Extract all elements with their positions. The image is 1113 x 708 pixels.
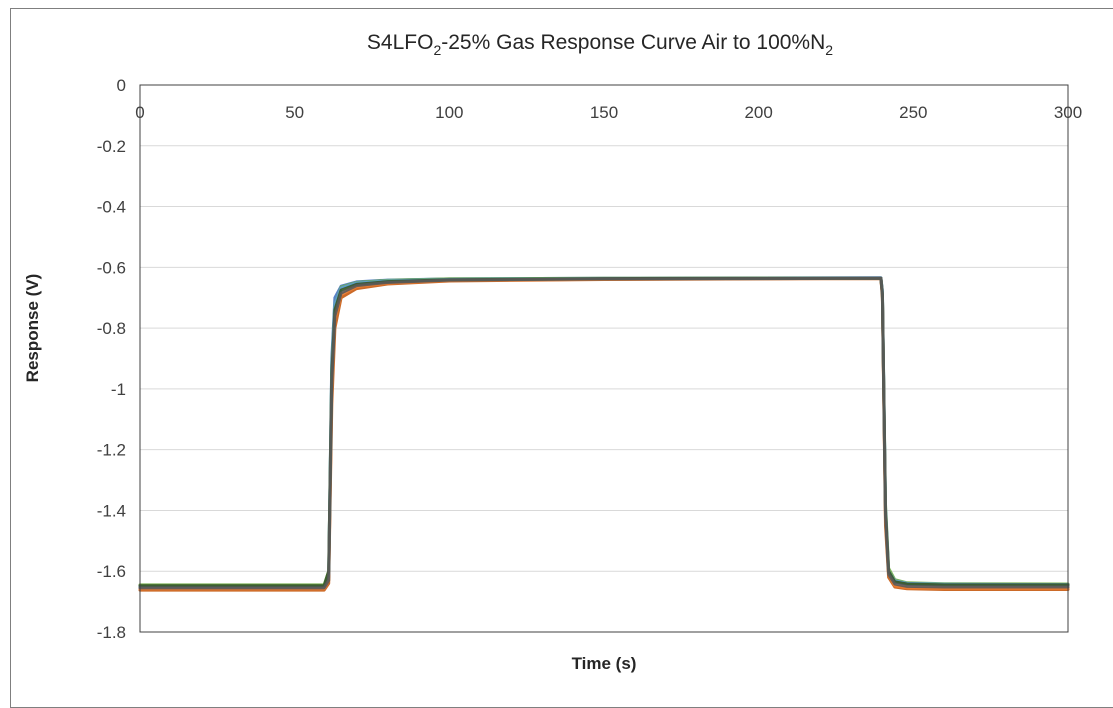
gridlines (140, 145, 1068, 633)
y-tick-label: -0.8 (97, 319, 126, 338)
series-group (138, 276, 1070, 592)
series-line-1 (138, 276, 1070, 589)
series-line-4 (138, 276, 1070, 591)
x-tick-label: 0 (135, 103, 144, 122)
series-line-3 (138, 277, 1070, 592)
x-tick-label: 200 (744, 103, 772, 122)
series-line-2 (138, 276, 1070, 587)
y-tick-label: -1 (111, 380, 126, 399)
x-tick-label: 150 (590, 103, 618, 122)
x-tick-label: 100 (435, 103, 463, 122)
y-tick-label: -0.4 (97, 198, 126, 217)
series-line-5 (138, 276, 1070, 588)
y-tick-label: 0 (117, 76, 126, 95)
chart-title: S4LFO2-25% Gas Response Curve Air to 100… (367, 31, 833, 58)
y-tick-label: -1.6 (97, 562, 126, 581)
x-tick-labels: 0 50 100 150 200 250 300 (135, 103, 1082, 122)
y-tick-label: -1.2 (97, 441, 126, 460)
y-tick-label: -0.6 (97, 258, 126, 277)
y-tick-label: -0.2 (97, 137, 126, 156)
x-tick-label: 50 (285, 103, 304, 122)
x-tick-label: 300 (1054, 103, 1082, 122)
plot-area-border (139, 84, 1069, 633)
x-axis-title: Time (s) (572, 654, 637, 673)
response-curve-chart: 0 50 100 150 200 250 300 0 -0.2 -0.4 -0.6 -0.8 -1 -1… (23, 31, 1082, 673)
y-tick-label: -1.8 (97, 623, 126, 642)
y-axis-title: Response (V) (23, 274, 42, 383)
series-line-6 (138, 276, 1070, 588)
x-tick-label: 250 (899, 103, 927, 122)
series-line-7 (138, 276, 1070, 590)
y-tick-label: -1.4 (97, 501, 126, 520)
y-tick-labels: 0 -0.2 -0.4 -0.6 -0.8 -1 -1.2 -1.4 -1.6 -1.8 (97, 76, 126, 642)
